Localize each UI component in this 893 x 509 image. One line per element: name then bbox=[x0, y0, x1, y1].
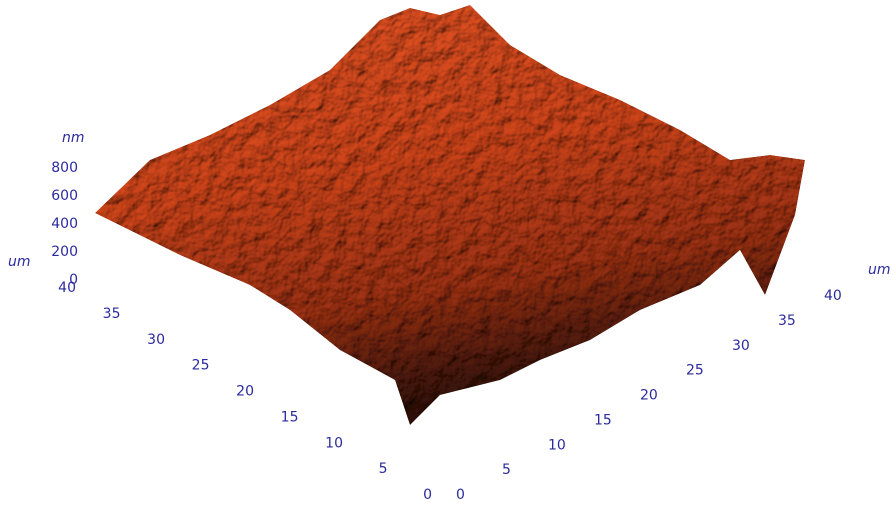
chart: nm um um 0200400600800051015202530354005… bbox=[0, 0, 893, 509]
y-tick-label: 35 bbox=[103, 306, 121, 322]
y-tick-label: 0 bbox=[423, 487, 432, 503]
y-tick-label: 5 bbox=[379, 461, 388, 477]
y-tick-label: 20 bbox=[236, 384, 254, 400]
z-tick-label: 200 bbox=[51, 244, 78, 260]
x-tick-label: 40 bbox=[824, 288, 842, 304]
z-tick-label: 600 bbox=[51, 188, 78, 204]
y-tick-label: 15 bbox=[281, 409, 299, 425]
x-tick-label: 25 bbox=[686, 363, 704, 379]
x-axis-label: um bbox=[868, 262, 891, 278]
x-tick-label: 10 bbox=[548, 437, 566, 453]
x-tick-label: 15 bbox=[594, 412, 612, 428]
x-tick-label: 30 bbox=[732, 338, 750, 354]
x-tick-label: 20 bbox=[640, 388, 658, 404]
z-tick-label: 400 bbox=[51, 216, 78, 232]
x-tick-label: 5 bbox=[502, 462, 511, 478]
x-tick-label: 0 bbox=[456, 487, 465, 503]
x-tick-label: 35 bbox=[778, 313, 796, 329]
y-axis-label: um bbox=[8, 254, 31, 270]
z-axis-label: nm bbox=[62, 130, 85, 146]
y-tick-label: 10 bbox=[325, 435, 343, 451]
z-tick-label: 800 bbox=[51, 160, 78, 176]
y-tick-label: 25 bbox=[192, 358, 210, 374]
y-tick-label: 40 bbox=[58, 280, 76, 296]
y-tick-label: 30 bbox=[147, 332, 165, 348]
